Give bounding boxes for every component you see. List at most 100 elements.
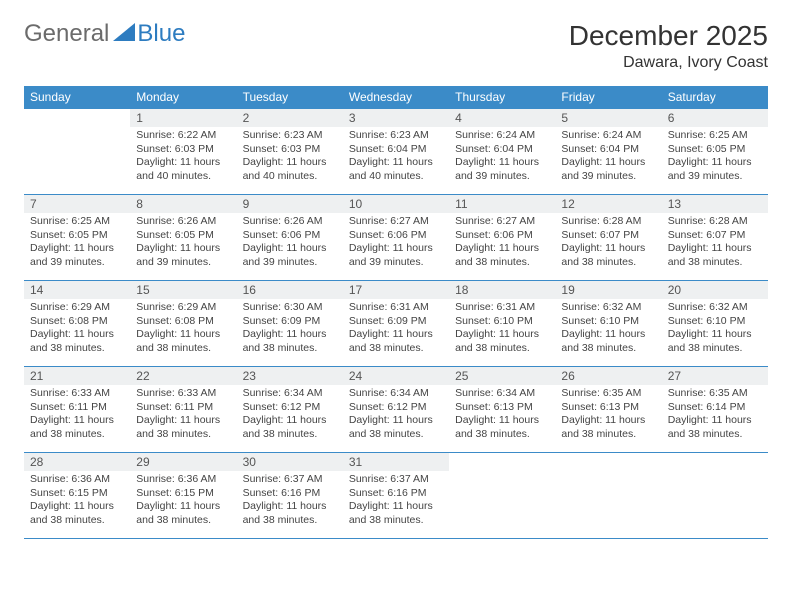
sunrise-text: Sunrise: 6:34 AM: [243, 387, 337, 401]
calendar-cell: 13Sunrise: 6:28 AMSunset: 6:07 PMDayligh…: [662, 195, 768, 281]
day-number: 11: [449, 195, 555, 213]
calendar-cell: 25Sunrise: 6:34 AMSunset: 6:13 PMDayligh…: [449, 367, 555, 453]
sunset-text: Sunset: 6:10 PM: [561, 315, 655, 329]
day-details: Sunrise: 6:25 AMSunset: 6:05 PMDaylight:…: [662, 127, 768, 188]
calendar-cell: 29Sunrise: 6:36 AMSunset: 6:15 PMDayligh…: [130, 453, 236, 539]
calendar-cell: 6Sunrise: 6:25 AMSunset: 6:05 PMDaylight…: [662, 109, 768, 195]
sunset-text: Sunset: 6:07 PM: [561, 229, 655, 243]
daylight-text: Daylight: 11 hours and 38 minutes.: [668, 242, 762, 269]
day-number: 22: [130, 367, 236, 385]
daylight-text: Daylight: 11 hours and 38 minutes.: [349, 500, 443, 527]
day-details: Sunrise: 6:34 AMSunset: 6:12 PMDaylight:…: [343, 385, 449, 446]
daylight-text: Daylight: 11 hours and 38 minutes.: [243, 500, 337, 527]
day-details: Sunrise: 6:34 AMSunset: 6:13 PMDaylight:…: [449, 385, 555, 446]
calendar-cell: 14Sunrise: 6:29 AMSunset: 6:08 PMDayligh…: [24, 281, 130, 367]
sunset-text: Sunset: 6:12 PM: [243, 401, 337, 415]
sunrise-text: Sunrise: 6:27 AM: [349, 215, 443, 229]
logo-text-blue: Blue: [137, 20, 185, 48]
sunrise-text: Sunrise: 6:28 AM: [561, 215, 655, 229]
sunrise-text: Sunrise: 6:34 AM: [455, 387, 549, 401]
daylight-text: Daylight: 11 hours and 40 minutes.: [349, 156, 443, 183]
daylight-text: Daylight: 11 hours and 38 minutes.: [30, 500, 124, 527]
sunrise-text: Sunrise: 6:27 AM: [455, 215, 549, 229]
sunset-text: Sunset: 6:11 PM: [30, 401, 124, 415]
day-details: Sunrise: 6:34 AMSunset: 6:12 PMDaylight:…: [237, 385, 343, 446]
daylight-text: Daylight: 11 hours and 40 minutes.: [136, 156, 230, 183]
day-details: Sunrise: 6:30 AMSunset: 6:09 PMDaylight:…: [237, 299, 343, 360]
sunrise-text: Sunrise: 6:35 AM: [668, 387, 762, 401]
day-details: Sunrise: 6:24 AMSunset: 6:04 PMDaylight:…: [555, 127, 661, 188]
calendar-cell: 31Sunrise: 6:37 AMSunset: 6:16 PMDayligh…: [343, 453, 449, 539]
weekday-header: Monday: [130, 86, 236, 109]
calendar-row: 1Sunrise: 6:22 AMSunset: 6:03 PMDaylight…: [24, 109, 768, 195]
daylight-text: Daylight: 11 hours and 38 minutes.: [136, 414, 230, 441]
calendar-cell: 8Sunrise: 6:26 AMSunset: 6:05 PMDaylight…: [130, 195, 236, 281]
sunset-text: Sunset: 6:04 PM: [561, 143, 655, 157]
sunset-text: Sunset: 6:10 PM: [668, 315, 762, 329]
weekday-header: Tuesday: [237, 86, 343, 109]
calendar-cell: 3Sunrise: 6:23 AMSunset: 6:04 PMDaylight…: [343, 109, 449, 195]
day-details: Sunrise: 6:33 AMSunset: 6:11 PMDaylight:…: [24, 385, 130, 446]
sunset-text: Sunset: 6:14 PM: [668, 401, 762, 415]
day-number: 5: [555, 109, 661, 127]
sunset-text: Sunset: 6:06 PM: [455, 229, 549, 243]
month-title: December 2025: [569, 20, 768, 52]
sunset-text: Sunset: 6:15 PM: [136, 487, 230, 501]
day-number: 24: [343, 367, 449, 385]
day-number: 19: [555, 281, 661, 299]
sunrise-text: Sunrise: 6:37 AM: [349, 473, 443, 487]
sunrise-text: Sunrise: 6:32 AM: [561, 301, 655, 315]
calendar-row: 28Sunrise: 6:36 AMSunset: 6:15 PMDayligh…: [24, 453, 768, 539]
sunrise-text: Sunrise: 6:26 AM: [243, 215, 337, 229]
day-details: Sunrise: 6:26 AMSunset: 6:06 PMDaylight:…: [237, 213, 343, 274]
day-details: Sunrise: 6:31 AMSunset: 6:09 PMDaylight:…: [343, 299, 449, 360]
sunset-text: Sunset: 6:05 PM: [30, 229, 124, 243]
sunset-text: Sunset: 6:13 PM: [455, 401, 549, 415]
calendar-cell: 28Sunrise: 6:36 AMSunset: 6:15 PMDayligh…: [24, 453, 130, 539]
day-number: 23: [237, 367, 343, 385]
day-details: Sunrise: 6:36 AMSunset: 6:15 PMDaylight:…: [24, 471, 130, 532]
calendar-cell: 21Sunrise: 6:33 AMSunset: 6:11 PMDayligh…: [24, 367, 130, 453]
sunrise-text: Sunrise: 6:24 AM: [561, 129, 655, 143]
daylight-text: Daylight: 11 hours and 38 minutes.: [30, 328, 124, 355]
daylight-text: Daylight: 11 hours and 39 minutes.: [243, 242, 337, 269]
weekday-header: Wednesday: [343, 86, 449, 109]
daylight-text: Daylight: 11 hours and 38 minutes.: [668, 328, 762, 355]
calendar-cell: 17Sunrise: 6:31 AMSunset: 6:09 PMDayligh…: [343, 281, 449, 367]
daylight-text: Daylight: 11 hours and 40 minutes.: [243, 156, 337, 183]
calendar-cell: [449, 453, 555, 539]
sunrise-text: Sunrise: 6:32 AM: [668, 301, 762, 315]
day-number: 28: [24, 453, 130, 471]
day-details: Sunrise: 6:29 AMSunset: 6:08 PMDaylight:…: [24, 299, 130, 360]
day-details: Sunrise: 6:32 AMSunset: 6:10 PMDaylight:…: [662, 299, 768, 360]
sunset-text: Sunset: 6:12 PM: [349, 401, 443, 415]
sunrise-text: Sunrise: 6:36 AM: [30, 473, 124, 487]
calendar-cell: 11Sunrise: 6:27 AMSunset: 6:06 PMDayligh…: [449, 195, 555, 281]
daylight-text: Daylight: 11 hours and 38 minutes.: [455, 328, 549, 355]
calendar-cell: 16Sunrise: 6:30 AMSunset: 6:09 PMDayligh…: [237, 281, 343, 367]
weekday-header-row: SundayMondayTuesdayWednesdayThursdayFrid…: [24, 86, 768, 109]
calendar-cell: [662, 453, 768, 539]
sunrise-text: Sunrise: 6:29 AM: [136, 301, 230, 315]
day-details: Sunrise: 6:23 AMSunset: 6:03 PMDaylight:…: [237, 127, 343, 188]
calendar-cell: 1Sunrise: 6:22 AMSunset: 6:03 PMDaylight…: [130, 109, 236, 195]
calendar-cell: 10Sunrise: 6:27 AMSunset: 6:06 PMDayligh…: [343, 195, 449, 281]
daylight-text: Daylight: 11 hours and 39 minutes.: [561, 156, 655, 183]
calendar-cell: 20Sunrise: 6:32 AMSunset: 6:10 PMDayligh…: [662, 281, 768, 367]
calendar-cell: 15Sunrise: 6:29 AMSunset: 6:08 PMDayligh…: [130, 281, 236, 367]
day-number-empty: [24, 109, 130, 127]
calendar-body: 1Sunrise: 6:22 AMSunset: 6:03 PMDaylight…: [24, 109, 768, 539]
calendar-cell: 24Sunrise: 6:34 AMSunset: 6:12 PMDayligh…: [343, 367, 449, 453]
calendar-cell: 5Sunrise: 6:24 AMSunset: 6:04 PMDaylight…: [555, 109, 661, 195]
daylight-text: Daylight: 11 hours and 38 minutes.: [349, 328, 443, 355]
day-number: 9: [237, 195, 343, 213]
day-number: 30: [237, 453, 343, 471]
sunrise-text: Sunrise: 6:23 AM: [349, 129, 443, 143]
sunrise-text: Sunrise: 6:23 AM: [243, 129, 337, 143]
sunset-text: Sunset: 6:16 PM: [349, 487, 443, 501]
day-number: 14: [24, 281, 130, 299]
day-details: Sunrise: 6:22 AMSunset: 6:03 PMDaylight:…: [130, 127, 236, 188]
day-details: Sunrise: 6:24 AMSunset: 6:04 PMDaylight:…: [449, 127, 555, 188]
sunrise-text: Sunrise: 6:37 AM: [243, 473, 337, 487]
day-number: 6: [662, 109, 768, 127]
